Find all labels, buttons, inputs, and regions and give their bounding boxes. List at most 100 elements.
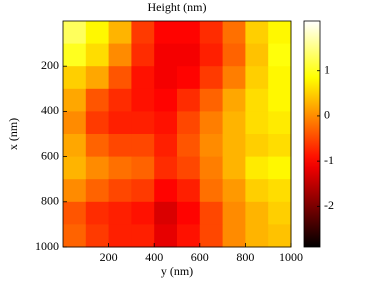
y-tick-label: 1000 bbox=[35, 239, 59, 253]
chart-title: Height (nm) bbox=[148, 0, 207, 14]
heatmap-cell bbox=[245, 156, 269, 180]
x-tick-label: 800 bbox=[236, 250, 254, 264]
heatmap-cell bbox=[108, 43, 132, 67]
heatmap-cell bbox=[222, 43, 246, 67]
heatmap-cell bbox=[131, 88, 155, 112]
heatmap-cell bbox=[108, 224, 132, 248]
heatmap-cell bbox=[199, 179, 224, 203]
heatmap-cell bbox=[108, 134, 132, 158]
heatmap-cell bbox=[85, 224, 110, 248]
heatmap-cell bbox=[222, 66, 246, 90]
heatmap-cell bbox=[177, 66, 201, 90]
heatmap-cell bbox=[177, 43, 201, 67]
heatmap-cell bbox=[199, 134, 224, 158]
x-tick-label: 600 bbox=[191, 250, 209, 264]
heatmap-cell bbox=[268, 134, 292, 158]
heatmap-cell bbox=[131, 134, 155, 158]
y-tick-label: 600 bbox=[41, 148, 59, 162]
heatmap-cell bbox=[131, 21, 155, 45]
heatmap-cell bbox=[85, 156, 110, 180]
heatmap-cell bbox=[177, 88, 201, 112]
heatmap-cell bbox=[131, 224, 155, 248]
plot-frame bbox=[62, 20, 292, 248]
heatmap-cell bbox=[245, 201, 269, 225]
x-tick-label: 200 bbox=[100, 250, 118, 264]
heatmap-cell bbox=[245, 134, 269, 158]
heatmap-cell bbox=[85, 43, 110, 67]
heatmap-cell bbox=[63, 66, 87, 90]
heatmap-cell bbox=[154, 21, 178, 45]
heatmap-cell bbox=[108, 179, 132, 203]
heatmap-cell bbox=[245, 88, 269, 112]
heatmap-cell bbox=[199, 224, 224, 248]
heatmap-cell bbox=[154, 66, 178, 90]
heatmap-cell bbox=[108, 156, 132, 180]
y-axis-label: x (nm) bbox=[6, 118, 20, 150]
heatmap-cell bbox=[154, 134, 178, 158]
heatmap-cell bbox=[85, 179, 110, 203]
heatmap-cell bbox=[154, 111, 178, 135]
heatmap-cell bbox=[63, 111, 87, 135]
heatmap-cell bbox=[177, 179, 201, 203]
heatmap-cell bbox=[268, 224, 292, 248]
heatmap-cell bbox=[177, 224, 201, 248]
heatmap-cell bbox=[63, 88, 87, 112]
heatmap-cell bbox=[268, 156, 292, 180]
colorbar bbox=[303, 20, 321, 248]
heatmap-cell bbox=[131, 111, 155, 135]
heatmap-cell bbox=[245, 224, 269, 248]
heatmap-cell bbox=[177, 21, 201, 45]
heatmap-cell bbox=[245, 179, 269, 203]
heatmap-cell bbox=[199, 21, 224, 45]
heatmap-cell bbox=[199, 111, 224, 135]
heatmap-cell bbox=[245, 111, 269, 135]
heatmap-cell bbox=[108, 201, 132, 225]
heatmap-cell bbox=[63, 179, 87, 203]
heatmap-cell bbox=[199, 66, 224, 90]
heatmap-cell bbox=[268, 111, 292, 135]
heatmap-cell bbox=[131, 201, 155, 225]
heatmap-cell bbox=[154, 201, 178, 225]
heatmap-cell bbox=[85, 134, 110, 158]
heatmap-cell bbox=[222, 201, 246, 225]
heatmap-cell bbox=[199, 201, 224, 225]
heatmap-cell bbox=[108, 21, 132, 45]
heatmap-cell bbox=[63, 224, 87, 248]
heatmap-cell bbox=[222, 111, 246, 135]
heatmap-cell bbox=[268, 43, 292, 67]
heatmap-cell bbox=[245, 43, 269, 67]
heatmap-cell bbox=[222, 179, 246, 203]
heatmap-cell bbox=[63, 134, 87, 158]
y-tick-label: 200 bbox=[41, 58, 59, 72]
heatmap-cell bbox=[268, 21, 292, 45]
x-tick-label: 400 bbox=[145, 250, 163, 264]
x-tick-label: 1000 bbox=[279, 250, 303, 264]
heatmap-cell bbox=[63, 43, 87, 67]
heatmap-cell bbox=[199, 156, 224, 180]
heatmap-cell bbox=[177, 201, 201, 225]
colorbar-tick-label: 0 bbox=[324, 108, 330, 122]
heatmap-cell bbox=[63, 156, 87, 180]
heatmap-cell bbox=[131, 156, 155, 180]
heatmap-cell bbox=[131, 66, 155, 90]
heatmap-cell bbox=[177, 111, 201, 135]
heatmap-cell bbox=[222, 134, 246, 158]
heatmap-cell bbox=[268, 66, 292, 90]
heatmap-cell bbox=[177, 156, 201, 180]
y-tick-label: 400 bbox=[41, 103, 59, 117]
heatmap-cell bbox=[154, 179, 178, 203]
heatmap-cell bbox=[154, 156, 178, 180]
y-tick-label: 800 bbox=[41, 194, 59, 208]
heatmap-cell bbox=[245, 21, 269, 45]
heatmap-cell bbox=[268, 88, 292, 112]
heatmap-cell bbox=[85, 88, 110, 112]
heatmap-cell bbox=[131, 43, 155, 67]
heatmap-cell bbox=[268, 201, 292, 225]
heatmap-cell bbox=[63, 201, 87, 225]
heatmap-cell bbox=[222, 21, 246, 45]
heatmap-cell bbox=[199, 88, 224, 112]
heatmap-cell bbox=[154, 43, 178, 67]
heatmap-cell bbox=[108, 66, 132, 90]
heatmap-cell bbox=[85, 201, 110, 225]
